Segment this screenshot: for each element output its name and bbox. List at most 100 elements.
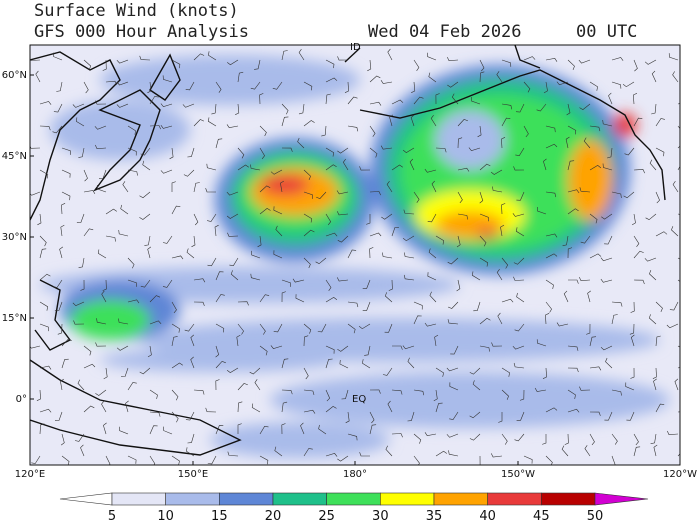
wind-barb [369,247,374,259]
wind-barb [501,257,509,269]
wind-barb [457,119,469,127]
wind-barb [456,235,461,248]
wind-barb [448,450,459,457]
colorbar-tick-label: 40 [479,509,496,524]
wind-barb [206,163,217,171]
wind-barb [389,114,393,127]
wind-barb [83,169,88,182]
wind-barb [623,191,635,199]
wind-barb [479,455,481,465]
wind-barb [83,59,92,70]
wind-barb [600,345,613,351]
wind-barb [116,81,129,86]
wind-barb [215,425,224,435]
wind-barb [30,345,41,349]
wind-barb [650,433,657,444]
wind-barb [226,367,239,373]
wind-barb [564,433,569,445]
wind-barb [566,103,571,116]
colorbar-high [594,492,649,506]
wind-barb [214,224,219,237]
wind-barb [471,96,481,105]
wind-barb [119,426,129,435]
wind-barb [500,224,505,237]
wind-barb [281,50,288,61]
wind-barb [149,125,161,130]
lat-label: 45°N [2,151,27,162]
wind-barb [514,323,525,332]
wind-barb [191,235,196,248]
wind-barb [655,118,665,127]
wind-barb [542,434,547,445]
wind-barb [545,313,550,325]
colorbar-tick-label: 5 [108,509,116,524]
lat-label: 30°N [2,232,27,243]
wind-barb [139,213,151,220]
wind-barb [428,248,437,259]
wind-barb [490,169,503,175]
wind-barb [536,339,547,347]
wind-barb [95,342,107,347]
wind-barb [655,231,668,237]
wind-barb [369,389,381,394]
wind-barb [80,444,85,457]
wind-barb [96,318,107,325]
wind-barb [644,257,657,262]
wind-barb [407,411,415,422]
wind-barb [185,411,195,421]
wind-barb [215,345,220,358]
colorbar-tick-label: 35 [426,509,443,524]
wind-barb [347,433,358,441]
wind-barb [382,367,393,376]
wind-barb [237,323,244,335]
wind-barb [270,169,283,175]
wind-barb [449,411,459,420]
wind-barb [611,314,618,325]
wind-barb [600,257,613,262]
wind-barb [149,425,158,435]
wind-barb [118,229,129,237]
wind-barb [391,99,404,105]
wind-barb [347,96,358,105]
wind-barb [543,81,548,94]
wind-barb [567,247,573,259]
wind-barb [369,125,376,137]
wind-barb [347,323,356,334]
wind-barb [385,445,393,457]
lat-label: 60°N [2,70,27,81]
wind-barb [644,59,657,65]
wind-barb [402,235,415,242]
wind-barb [424,168,437,173]
wind-barb [583,137,591,149]
wind-barb [61,358,69,369]
wind-barb [39,125,51,131]
wind-barb [568,279,579,284]
wind-barb [384,323,393,333]
wind-barb [149,96,159,105]
wind-barb [404,252,415,259]
wind-barb [631,213,636,226]
wind-barb [387,400,393,413]
wind-barb [116,103,129,108]
lon-label: 120°E [15,469,45,480]
wind-barb [633,446,641,457]
wind-barb [303,335,309,347]
wind-barb [411,81,416,93]
wind-barb [61,147,71,155]
wind-barb [567,208,579,215]
wind-barb [280,180,284,193]
wind-barb [251,250,261,259]
map-marker-id: ID [350,42,361,53]
colorbar-tick-label: 15 [211,509,228,524]
wind-barb [149,411,161,417]
wind-barb [362,301,371,311]
wind-barb [273,250,283,259]
colorbar-segment [380,492,435,506]
wind-barb [39,323,49,332]
wind-barb [611,389,622,396]
wind-barb [556,81,569,86]
wind-barb [589,411,601,416]
wind-barb [629,323,635,335]
wind-barb [83,363,96,369]
colorbar-segment [219,492,274,506]
